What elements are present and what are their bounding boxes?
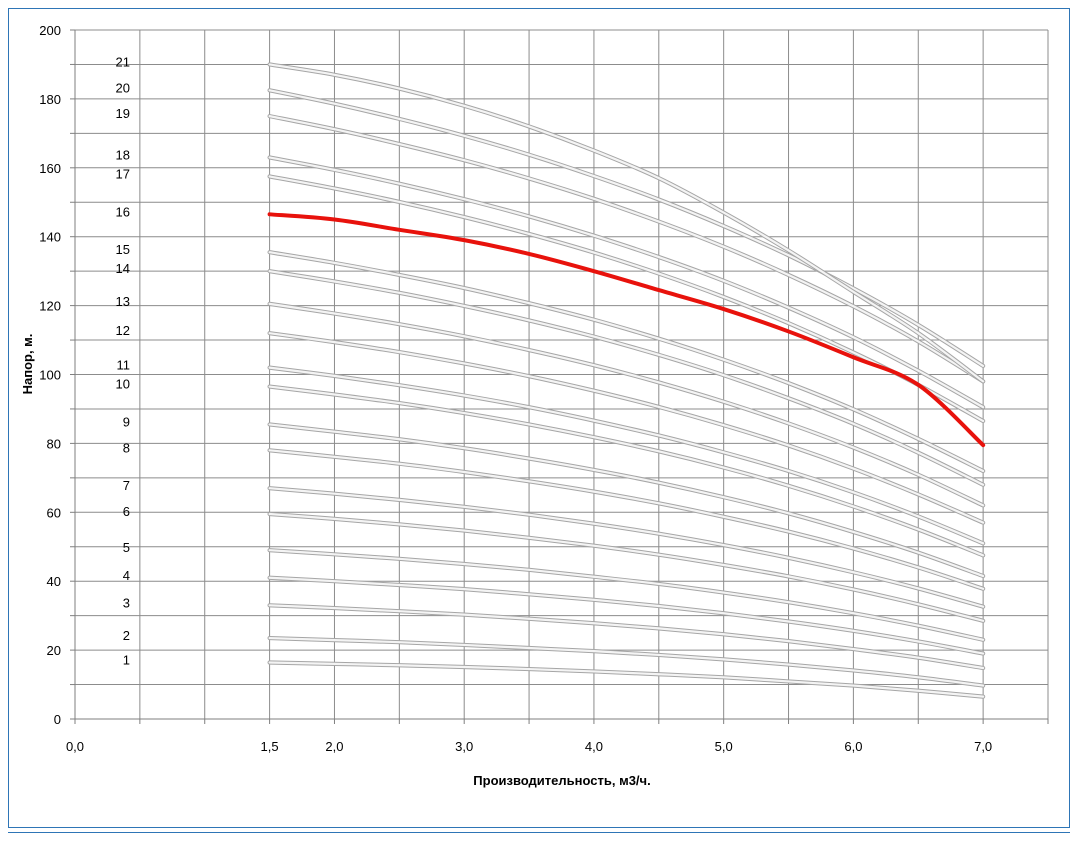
series-line-14-outline <box>267 269 986 487</box>
series-label-1: 1 <box>123 653 130 668</box>
series-line-21 <box>268 63 985 383</box>
series-line-19 <box>268 115 985 383</box>
series-line-5 <box>268 549 985 641</box>
y-tick-label: 200 <box>39 23 61 38</box>
x-tick-label: 2,0 <box>325 739 343 754</box>
series-label-20: 20 <box>116 80 130 95</box>
series-label-15: 15 <box>116 242 130 257</box>
series-line-7 <box>268 487 985 608</box>
y-tick-label: 80 <box>47 436 61 451</box>
series-line-12 <box>268 332 985 524</box>
y-tick-label: 120 <box>39 299 61 314</box>
curves <box>267 62 986 699</box>
y-tick-label: 40 <box>47 574 61 589</box>
series-label-17: 17 <box>116 166 130 181</box>
series-label-8: 8 <box>123 440 130 455</box>
series-line-9 <box>268 423 985 578</box>
y-tick-label: 100 <box>39 368 61 383</box>
series-line-8-outline <box>267 448 986 591</box>
x-tick-label: 5,0 <box>715 739 733 754</box>
series-line-15 <box>268 251 985 473</box>
series-line-17 <box>268 175 985 423</box>
series-line-3-outline <box>267 603 986 671</box>
x-tick-label: 3,0 <box>455 739 473 754</box>
series-label-5: 5 <box>123 540 130 555</box>
y-tick-label: 60 <box>47 505 61 520</box>
y-tick-label: 160 <box>39 161 61 176</box>
series-line-2 <box>268 636 985 687</box>
y-tick-label: 140 <box>39 230 61 245</box>
frame-bottom-border <box>8 832 1070 833</box>
series-label-4: 4 <box>123 568 130 583</box>
series-line-16 <box>267 212 986 448</box>
series-line-1 <box>268 661 985 698</box>
chart-frame <box>8 8 1070 828</box>
series-line-13 <box>268 302 985 507</box>
series-line-11 <box>268 366 985 545</box>
series-label-10: 10 <box>116 377 130 392</box>
series-label-6: 6 <box>123 504 130 519</box>
series-line-7-outline <box>267 486 986 609</box>
x-tick-label: 4,0 <box>585 739 603 754</box>
series-line-19-outline <box>267 114 986 384</box>
y-tick-label: 20 <box>47 643 61 658</box>
y-tick-label: 0 <box>54 712 61 727</box>
series-line-10 <box>268 385 985 557</box>
series-label-19: 19 <box>116 106 130 121</box>
series-label-14: 14 <box>116 261 130 276</box>
series-line-2-outline <box>267 635 986 688</box>
series-line-18 <box>268 156 985 409</box>
series-line-4 <box>268 576 985 655</box>
series-label-3: 3 <box>123 595 130 610</box>
series-label-13: 13 <box>116 294 130 309</box>
series-line-20-outline <box>267 88 986 368</box>
series-label-9: 9 <box>123 414 130 429</box>
series-line-14 <box>268 270 985 486</box>
series-line-20 <box>268 89 985 367</box>
series-line-8 <box>268 449 985 590</box>
x-axis-title: Производительность, м3/ч. <box>473 773 650 788</box>
x-tick-label: 0,0 <box>66 739 84 754</box>
series-label-16: 16 <box>116 204 130 219</box>
series-line-1-outline <box>267 660 986 699</box>
series-line-6 <box>268 512 985 622</box>
series-line-3 <box>268 604 985 670</box>
y-axis-title: Напор, м. <box>20 334 35 395</box>
series-label-7: 7 <box>123 478 130 493</box>
axes <box>70 29 1049 724</box>
series-label-12: 12 <box>116 323 130 338</box>
series-label-2: 2 <box>123 628 130 643</box>
x-tick-label: 1,5 <box>261 739 279 754</box>
series-label-18: 18 <box>116 147 130 162</box>
x-tick-label: 6,0 <box>844 739 862 754</box>
x-tick-label: 7,0 <box>974 739 992 754</box>
series-label-21: 21 <box>116 54 130 69</box>
y-tick-label: 180 <box>39 92 61 107</box>
series-label-11: 11 <box>117 358 131 373</box>
